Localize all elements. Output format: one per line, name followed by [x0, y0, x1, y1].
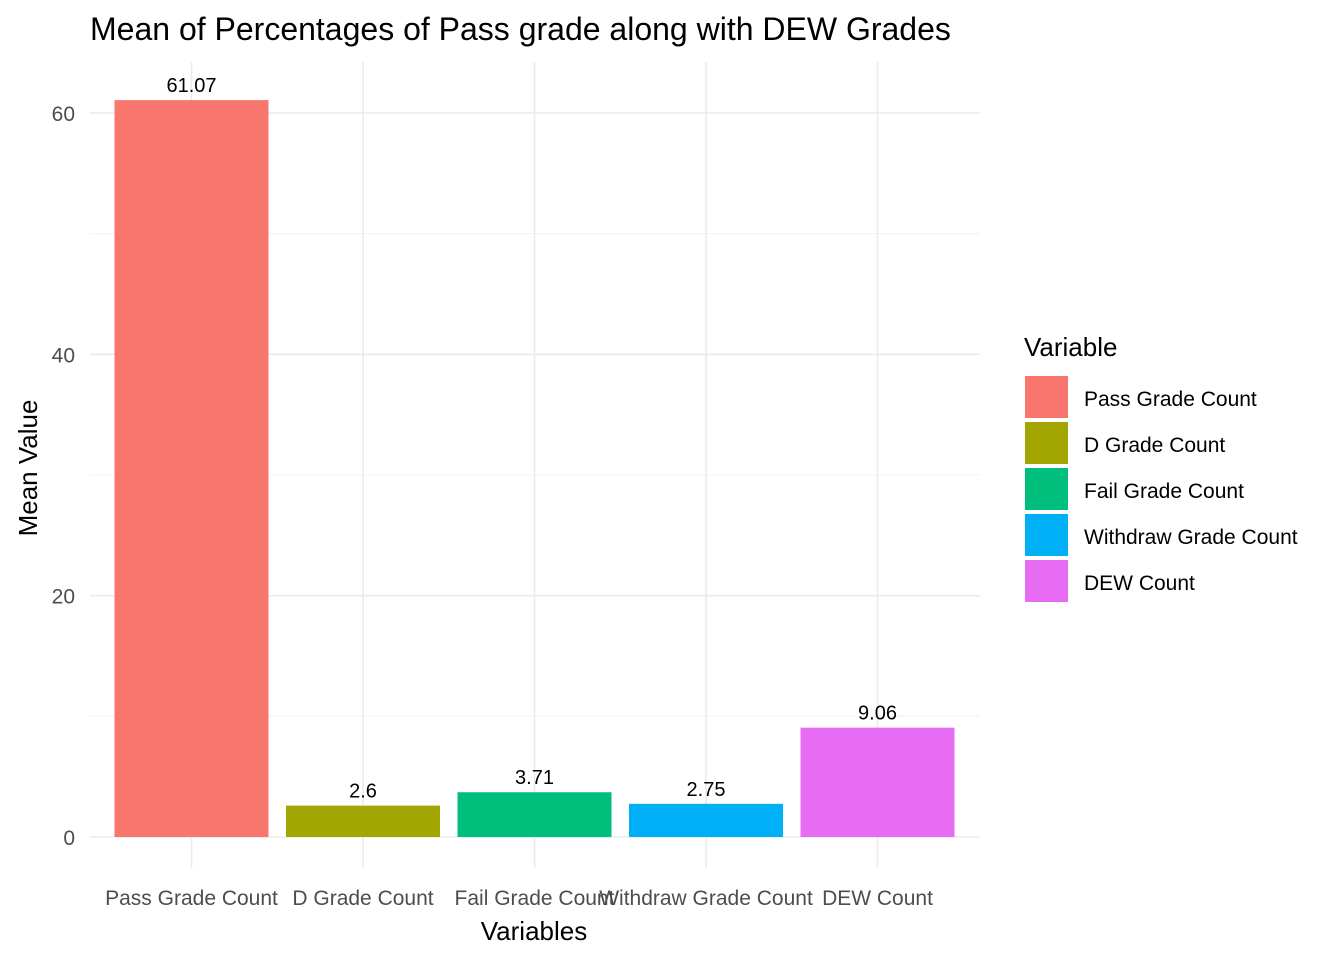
- legend-swatch: [1025, 376, 1068, 418]
- legend-label: DEW Count: [1084, 572, 1195, 595]
- x-tick-label: DEW Count: [822, 887, 933, 910]
- legend-label: Pass Grade Count: [1084, 388, 1257, 411]
- y-axis: 0 20 40 60: [52, 103, 75, 850]
- y-tick-label: 0: [63, 827, 75, 850]
- bar: [457, 792, 612, 837]
- x-axis-title: Variables: [481, 916, 587, 946]
- legend-swatch: [1025, 468, 1068, 510]
- bar-value-label: 2.6: [349, 781, 377, 803]
- legend-label: D Grade Count: [1084, 434, 1225, 457]
- bar-value-label: 3.71: [515, 767, 554, 789]
- bar: [286, 805, 440, 837]
- y-tick-label: 40: [52, 344, 75, 367]
- plot-data-labels: 61.07 2.6 3.71 2.75 9.06: [166, 75, 897, 803]
- bar: [800, 727, 955, 837]
- legend-swatch: [1025, 514, 1068, 556]
- bar-value-label: 61.07: [166, 75, 216, 97]
- x-tick-label: Withdraw Grade Count: [599, 887, 813, 910]
- bar: [114, 100, 269, 837]
- legend-label: Fail Grade Count: [1084, 480, 1244, 503]
- x-tick-label: D Grade Count: [292, 887, 433, 910]
- y-tick-label: 20: [52, 586, 75, 609]
- legend-title: Variable: [1024, 332, 1117, 362]
- y-tick-label: 60: [52, 103, 75, 126]
- legend-swatch: [1025, 422, 1068, 464]
- legend-items: Pass Grade Count D Grade Count Fail Grade …: [1025, 376, 1298, 602]
- bar-value-label: 9.06: [858, 703, 897, 725]
- x-axis: Pass Grade Count D Grade Count Fail Grade …: [105, 887, 933, 910]
- bar-value-label: 2.75: [687, 779, 726, 801]
- legend-swatch: [1025, 560, 1068, 602]
- chart-title: Mean of Percentages of Pass grade along …: [90, 11, 951, 47]
- x-tick-label: Fail Grade Count: [455, 887, 615, 910]
- legend: Variable Pass Grade Count D Grade Count Fa…: [1024, 332, 1298, 602]
- plot-bars: [114, 100, 955, 837]
- y-axis-title: Mean Value: [13, 400, 43, 537]
- x-tick-label: Pass Grade Count: [105, 887, 278, 910]
- legend-label: Withdraw Grade Count: [1084, 526, 1298, 549]
- bar: [629, 803, 783, 837]
